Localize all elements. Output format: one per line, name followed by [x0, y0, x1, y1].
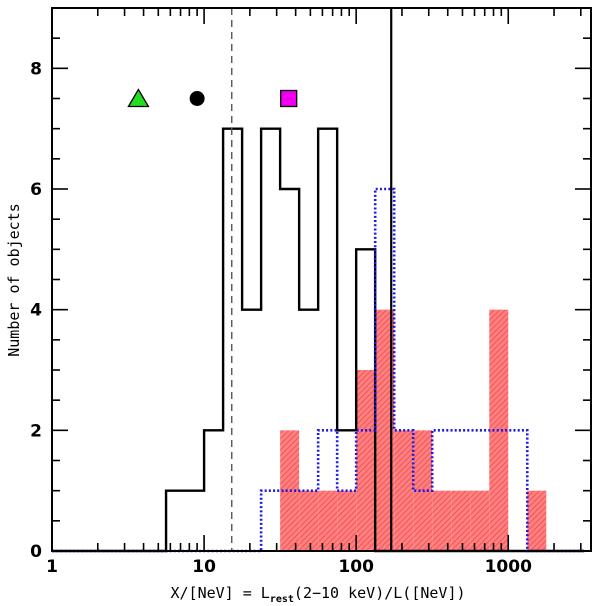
y-tick-label: 2: [30, 421, 42, 441]
plot-frame: [51, 7, 592, 552]
x-axis-title-subscript: rest: [270, 594, 294, 605]
red-hatched-bar: [375, 309, 395, 551]
data-marks: [52, 8, 585, 553]
plot-background: [52, 8, 591, 551]
red-hatched-bar: [451, 490, 471, 551]
dotted-blue-histogram: [52, 187, 585, 553]
y-tick-label: 4: [30, 301, 42, 321]
red-hatched-bar: [432, 490, 452, 551]
red-hatched-bar: [318, 490, 338, 551]
tick-labels: 1 10 100 1000 0 2 4 6 8: [30, 59, 532, 577]
red-hatched-bar: [337, 490, 357, 551]
red-hatched-bar: [280, 430, 300, 551]
axis-ticks: [51, 7, 591, 552]
x-tick-label: 100: [338, 557, 374, 577]
black-circle-marker: [189, 91, 205, 106]
red-hatched-bar: [356, 370, 376, 551]
x-axis-title-suffix: (2−10 keV)/L([NeV]): [294, 584, 466, 602]
x-tick-label: 1000: [485, 557, 532, 577]
y-tick-label: 0: [30, 542, 42, 562]
x-tick-label: 10: [192, 557, 216, 577]
red-hatched-bar: [394, 430, 414, 551]
x-tick-label: 1: [46, 557, 58, 577]
green-triangle-marker: [127, 88, 150, 108]
red-hatched-bar: [299, 490, 319, 551]
red-hatched-bar: [470, 490, 490, 551]
y-tick-label: 8: [30, 59, 42, 79]
x-axis-title: X/[NeV] = Lrest(2−10 keV)/L([NeV]): [170, 584, 465, 605]
y-axis-title: Number of objects: [5, 203, 23, 357]
magenta-square-marker: [280, 89, 298, 108]
red-hatched-bar: [527, 490, 547, 551]
x-axis-title-prefix: X/[NeV] = L: [170, 584, 269, 602]
y-tick-label: 6: [30, 180, 42, 200]
red-hatched-bar: [489, 309, 509, 551]
